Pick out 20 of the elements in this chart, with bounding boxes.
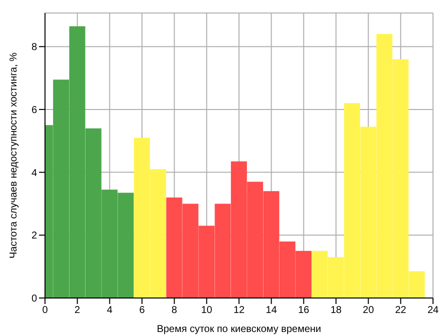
x-tick-label: 0 <box>42 305 48 316</box>
x-tick-label: 18 <box>330 305 342 316</box>
y-tick-label: 8 <box>31 42 38 54</box>
x-tick-label: 14 <box>266 305 278 316</box>
x-tick-label: 24 <box>427 305 439 316</box>
x-tick-label: 4 <box>106 305 113 316</box>
y-tick-label: 6 <box>31 105 38 116</box>
x-tick-label: 10 <box>201 305 213 316</box>
x-tick-label: 8 <box>172 305 178 316</box>
x-tick-label: 6 <box>139 305 146 316</box>
y-tick-label: 0 <box>31 294 38 305</box>
y-axis-title: Частота случаев недоступности хостинга, % <box>8 52 20 259</box>
x-tick-label: 16 <box>298 305 310 316</box>
y-tick-label: 2 <box>31 230 38 242</box>
x-tick-label: 20 <box>362 305 374 316</box>
y-tick-label: 4 <box>31 168 38 179</box>
x-tick-label: 12 <box>233 305 245 316</box>
x-axis-title: Время суток по киевскому времени <box>156 324 322 335</box>
x-tick-label: 22 <box>395 305 407 316</box>
x-tick-label: 2 <box>74 305 81 316</box>
